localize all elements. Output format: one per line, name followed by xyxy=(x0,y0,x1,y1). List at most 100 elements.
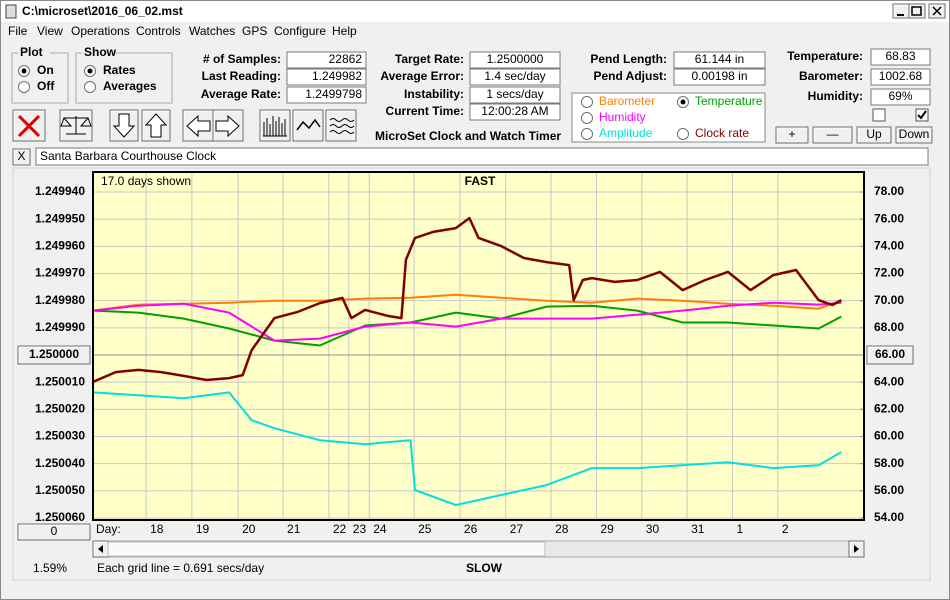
radio[interactable] xyxy=(18,81,30,93)
radio[interactable] xyxy=(84,81,96,93)
menu-item[interactable]: File xyxy=(8,24,28,38)
label: 28 xyxy=(555,522,569,536)
label: 56.00 xyxy=(874,483,904,497)
label: Last Reading: xyxy=(202,69,281,83)
menu-item[interactable]: Controls xyxy=(136,24,181,38)
label: Humidity xyxy=(599,110,646,124)
label: 29 xyxy=(600,522,614,536)
toolbar-button-highlight xyxy=(293,110,322,140)
close-clock-button[interactable] xyxy=(12,148,31,166)
clock-name-box[interactable] xyxy=(35,147,929,166)
menu-item[interactable]: Help xyxy=(332,24,357,38)
label: 26 xyxy=(464,522,478,536)
radio[interactable] xyxy=(677,128,689,140)
label: SLOW xyxy=(466,561,503,575)
label: 24 xyxy=(373,522,387,536)
field-box[interactable] xyxy=(286,51,367,69)
adjust-button-highlight xyxy=(896,127,931,142)
label: Average Rate: xyxy=(201,87,281,101)
maximize-glyph xyxy=(911,6,922,16)
toolbar-button-highlight xyxy=(260,110,289,140)
center-rate-button[interactable] xyxy=(17,345,91,365)
label: Santa Barbara Courthouse Clock xyxy=(40,149,217,163)
title-bar xyxy=(1,1,949,22)
label: 0 xyxy=(51,524,58,538)
menu-item[interactable]: View xyxy=(37,24,63,38)
series-line xyxy=(92,304,842,347)
radio-dot xyxy=(680,99,686,105)
label: Off xyxy=(37,79,55,93)
label: 19 xyxy=(196,522,210,536)
label: 61.144 in xyxy=(695,52,744,66)
checkbox[interactable] xyxy=(872,108,886,122)
radio[interactable] xyxy=(581,96,593,108)
reset-button[interactable] xyxy=(17,523,91,541)
series-line xyxy=(92,391,842,506)
label: Amplitude xyxy=(599,126,653,140)
toolbar-button-highlight xyxy=(110,110,137,140)
label: 1.250000 xyxy=(29,347,79,361)
scrollbar-thumb[interactable] xyxy=(107,541,546,557)
label: 27 xyxy=(510,522,524,536)
label: 1.249960 xyxy=(35,239,85,253)
menu-item[interactable]: Watches xyxy=(189,24,235,38)
radio[interactable] xyxy=(581,112,593,124)
label: 1.250050 xyxy=(35,483,85,497)
label: Day: xyxy=(96,522,121,536)
app-icon xyxy=(5,4,17,19)
down-arrow-icon xyxy=(112,113,136,138)
field-box[interactable] xyxy=(673,68,766,86)
label: Pend Length: xyxy=(590,52,667,66)
field-box[interactable] xyxy=(469,103,561,121)
adjust-button[interactable] xyxy=(812,126,853,144)
field-box[interactable] xyxy=(870,48,931,66)
close-glyph xyxy=(932,6,942,16)
toolbar-button[interactable] xyxy=(292,109,324,142)
label: Rates xyxy=(103,63,136,77)
label: 64.00 xyxy=(874,374,904,388)
label: 76.00 xyxy=(874,211,904,225)
label: Barometer xyxy=(599,94,655,108)
label: 1.249980 xyxy=(35,293,85,307)
label: On xyxy=(37,63,54,77)
toolbar-button-highlight xyxy=(326,110,355,140)
label: 22 xyxy=(333,522,347,536)
scroll-left-highlight xyxy=(93,541,107,556)
label: 20 xyxy=(242,522,256,536)
legend-box xyxy=(571,92,766,143)
label: FAST xyxy=(465,174,496,188)
label: 69% xyxy=(888,89,912,103)
label: Clock rate xyxy=(695,126,749,140)
radio[interactable] xyxy=(581,128,593,140)
close-clock-button-highlight xyxy=(13,149,29,164)
menu-item[interactable]: Operations xyxy=(71,24,130,38)
field-box[interactable] xyxy=(469,51,561,69)
label: 31 xyxy=(691,522,705,536)
label: 1.249990 xyxy=(35,320,85,334)
field-box[interactable] xyxy=(286,86,367,104)
field-box[interactable] xyxy=(870,68,931,86)
menu-item[interactable]: GPS xyxy=(242,24,267,38)
scroll-left-glyph xyxy=(98,545,103,553)
field-box[interactable] xyxy=(870,88,931,106)
label: 62.00 xyxy=(874,402,904,416)
label: 68.83 xyxy=(885,49,915,63)
adjust-button[interactable] xyxy=(856,126,892,144)
center-temp-button[interactable] xyxy=(866,345,914,365)
label: 22862 xyxy=(329,52,363,66)
label: 72.00 xyxy=(874,266,904,280)
adjust-button[interactable] xyxy=(895,126,933,144)
label: 1.250020 xyxy=(35,402,85,416)
label: 68.00 xyxy=(874,320,904,334)
scales-icon xyxy=(60,116,92,135)
field-box[interactable] xyxy=(469,68,561,86)
field-box[interactable] xyxy=(286,68,367,86)
adjust-button[interactable] xyxy=(775,126,809,144)
field-box[interactable] xyxy=(469,86,561,104)
menu-item[interactable]: Configure xyxy=(274,24,326,38)
field-box[interactable] xyxy=(673,51,766,69)
left-arrow-icon xyxy=(186,114,211,138)
radio-dot xyxy=(21,68,27,74)
